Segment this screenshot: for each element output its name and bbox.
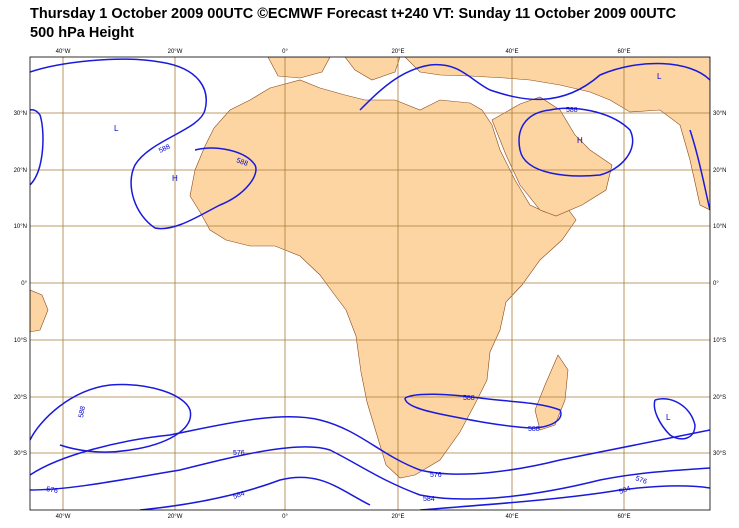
contour-label: 588: [528, 426, 540, 433]
land: [189, 79, 577, 479]
map-frame: [29, 56, 711, 511]
contour-label: 588: [235, 157, 248, 168]
low-center: L: [114, 124, 119, 133]
contour-label: 576: [430, 472, 442, 479]
contour: [404, 393, 562, 429]
lat-label: 0°: [713, 281, 719, 287]
contour-label: 584: [232, 490, 245, 501]
axis-labels: 40°W 40°W 20°W 20°W 0° 0° 20°E 20°E 40°E 40°E 60°E…: [14, 49, 727, 520]
contour: [518, 107, 634, 177]
lat-label: 20°N: [14, 168, 27, 174]
lat-label: 30°N: [14, 111, 27, 117]
contour: [30, 446, 710, 500]
lat-label: 20°S: [14, 395, 27, 401]
lon-label: 40°E: [505, 514, 518, 520]
high-center: H: [172, 174, 178, 183]
low-center: L: [657, 72, 662, 81]
lon-label: 40°W: [56, 514, 71, 520]
lon-label: 20°E: [391, 49, 404, 55]
contour-label: 576: [634, 475, 647, 486]
lon-label: 40°W: [56, 49, 71, 55]
lon-label: 60°E: [617, 49, 630, 55]
lon-label: 20°E: [391, 514, 404, 520]
lon-label: 0°: [282, 514, 288, 520]
contour-label: 576: [233, 450, 245, 457]
lon-label: 40°E: [505, 49, 518, 55]
lat-label: 10°S: [713, 338, 726, 344]
lat-label: 20°S: [713, 395, 726, 401]
contour: [30, 415, 710, 476]
land: [267, 57, 331, 79]
lat-label: 30°S: [14, 451, 27, 457]
contour-label: 584: [618, 485, 631, 496]
contour: [359, 62, 710, 111]
lat-label: 10°N: [14, 224, 27, 230]
contour: [30, 58, 257, 230]
contour: [30, 383, 192, 453]
lat-label: 10°S: [14, 338, 27, 344]
lat-label: 30°S: [713, 451, 726, 457]
land: [404, 57, 710, 211]
high-center: H: [577, 136, 583, 145]
land: [30, 289, 49, 333]
contour: [653, 398, 696, 440]
lat-label: 30°N: [713, 111, 726, 117]
lat-label: 20°N: [713, 168, 726, 174]
lon-label: 20°W: [168, 49, 183, 55]
contour: [419, 485, 710, 510]
subtitle: 500 hPa Height: [30, 25, 134, 41]
contour-label: 588: [158, 143, 172, 154]
lon-label: 60°E: [617, 514, 630, 520]
lon-label: 0°: [282, 49, 288, 55]
contour-label: 588: [566, 107, 578, 114]
contour-label: 576: [46, 486, 59, 495]
contour: [139, 476, 371, 510]
contour: [689, 129, 710, 211]
contour-label: 584: [423, 496, 435, 503]
lat-label: 10°N: [713, 224, 726, 230]
land: [344, 57, 401, 81]
title: Thursday 1 October 2009 00UTC ©ECMWF For…: [30, 6, 677, 22]
map-body: 588 588 588 588 576 576 584 588 588 576 …: [30, 57, 710, 510]
contour-label: 588: [463, 395, 475, 402]
lat-label: 0°: [21, 281, 27, 287]
contour: [30, 108, 44, 186]
low-center: L: [666, 413, 671, 422]
contour-label: 588: [78, 406, 87, 419]
lon-label: 20°W: [168, 514, 183, 520]
